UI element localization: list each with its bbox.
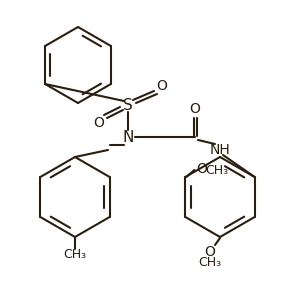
Text: CH₃: CH₃ [205,163,228,177]
Text: CH₃: CH₃ [199,257,222,270]
Text: N: N [122,130,134,145]
Text: CH₃: CH₃ [64,249,87,261]
Text: O: O [94,116,104,130]
Text: S: S [123,98,133,113]
Text: O: O [205,245,215,259]
Text: NH: NH [210,143,230,157]
Text: O: O [190,102,201,116]
Text: O: O [196,162,207,176]
Text: O: O [157,79,167,93]
